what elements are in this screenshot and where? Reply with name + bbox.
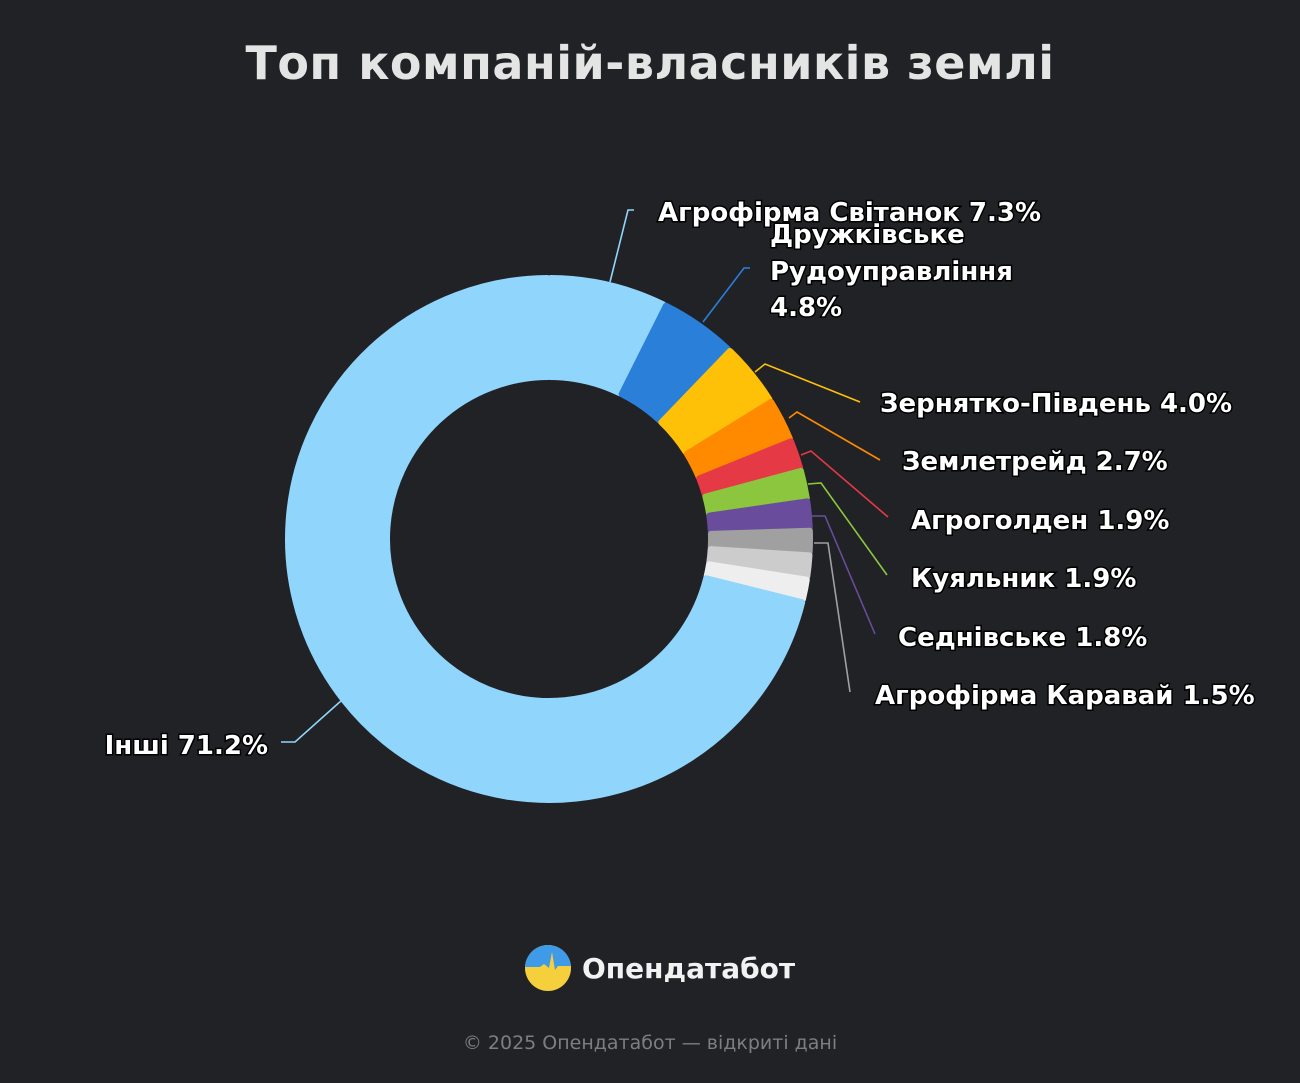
- data-label-1-0: Дружківське: [770, 220, 965, 250]
- leader-line-1: [702, 267, 750, 323]
- footer-copyright: © 2025 Опендатабот — відкриті дані: [462, 1032, 838, 1054]
- data-label-3: Землетрейд 2.7%: [902, 447, 1168, 477]
- leader-line-7: [814, 542, 851, 693]
- brand-name: Опендатабот: [582, 951, 796, 985]
- data-label-10: Інші 71.2%: [105, 731, 268, 761]
- opendatabot-logo-icon: [525, 945, 571, 991]
- data-label-7: Агрофірма Каравай 1.5%: [875, 681, 1255, 711]
- leader-line-5: [807, 482, 888, 576]
- data-label-2: Зернятко-Південь 4.0%: [880, 389, 1232, 419]
- leader-line-10: [281, 699, 343, 743]
- leader-line-6: [812, 515, 876, 635]
- data-label-5: Куяльник 1.9%: [911, 564, 1136, 594]
- data-label-1-2: 4.8%: [770, 293, 842, 323]
- donut-slice-0: [546, 275, 667, 397]
- leader-line-2: [754, 363, 861, 403]
- donut-slice-10: [285, 275, 806, 803]
- leader-line-3: [788, 411, 881, 461]
- data-label-6: Седнівське 1.8%: [898, 623, 1147, 653]
- brand: Опендатабот: [524, 944, 795, 992]
- leader-line-4: [800, 450, 889, 518]
- leader-line-0: [609, 209, 634, 283]
- data-label-4: Агроголден 1.9%: [911, 506, 1169, 536]
- data-label-0: Агрофірма Світанок 7.3%: [658, 198, 1041, 228]
- chart-title: Топ компаній-власників землі: [245, 36, 1055, 90]
- data-label-1-1: Рудоуправління: [770, 257, 1013, 287]
